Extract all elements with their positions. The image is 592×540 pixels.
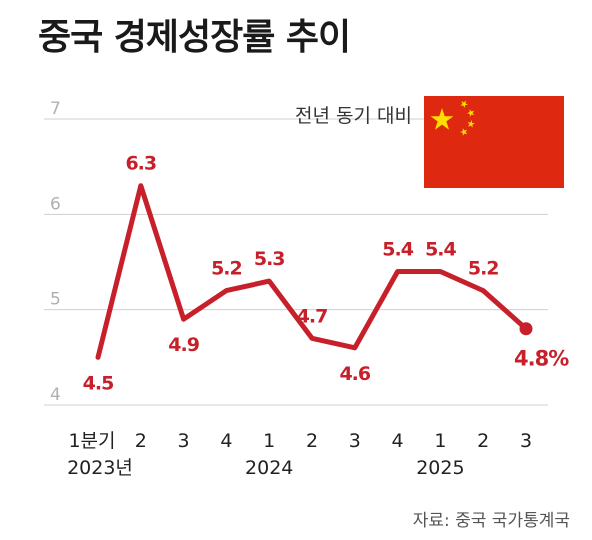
year-label: 2023년 (67, 457, 133, 479)
x-tick-label: 2 (306, 430, 318, 452)
data-label: 4.6 (339, 363, 370, 385)
data-labels: 4.5 6.3 4.9 5.2 5.3 4.7 4.6 5.4 5.4 5.2 4.8% (83, 153, 571, 395)
x-tick-label: 3 (178, 430, 190, 452)
chart-title: 중국 경제성장률 추이 (38, 17, 351, 58)
y-tick-label: 7 (50, 99, 61, 119)
source-note: 자료: 중국 국가통계국 (412, 511, 570, 531)
y-axis-ticks: 4 5 6 7 (50, 99, 61, 405)
data-label: 4.5 (83, 372, 114, 394)
x-tick-label: 4 (392, 430, 404, 452)
end-marker (519, 322, 533, 336)
x-axis-ticks: 1분기 2 3 4 1 2 3 4 1 2 3 (68, 430, 532, 452)
year-label: 2025 (416, 457, 464, 479)
x-tick-label: 3 (520, 430, 532, 452)
data-label: 4.9 (168, 334, 199, 356)
data-label: 5.3 (254, 248, 285, 270)
x-tick-label: 2 (477, 430, 489, 452)
data-label: 5.2 (211, 258, 242, 280)
gridlines (44, 118, 548, 406)
y-tick-label: 4 (50, 385, 61, 405)
data-label: 4.8% (514, 347, 569, 371)
data-label: 5.2 (468, 258, 499, 280)
data-label: 5.4 (425, 239, 456, 261)
year-labels: 2023년 2024 2025 (67, 457, 465, 479)
year-label: 2024 (245, 457, 293, 479)
data-label: 6.3 (125, 153, 156, 175)
end-point-marker (519, 322, 533, 336)
flag-background (424, 96, 564, 188)
y-tick-label: 6 (50, 194, 61, 214)
x-tick-label: 1 (263, 430, 275, 452)
legend-label: 전년 동기 대비 (295, 105, 412, 127)
x-tick-label: 4 (220, 430, 232, 452)
flag-small-star-3 (467, 120, 475, 128)
series-line (95, 183, 529, 360)
flag-small-star-2 (467, 109, 475, 117)
china-flag-icon (424, 96, 564, 188)
x-tick-label: 1분기 (68, 430, 115, 452)
flag-big-star (430, 108, 454, 130)
x-tick-label: 3 (349, 430, 361, 452)
x-tick-label: 1 (434, 430, 446, 452)
flag-small-star-1 (460, 100, 468, 108)
data-label: 4.7 (297, 305, 328, 327)
y-tick-label: 5 (50, 290, 61, 310)
flag-small-star-4 (460, 128, 468, 136)
x-tick-label: 2 (135, 430, 147, 452)
data-label: 5.4 (382, 239, 413, 261)
